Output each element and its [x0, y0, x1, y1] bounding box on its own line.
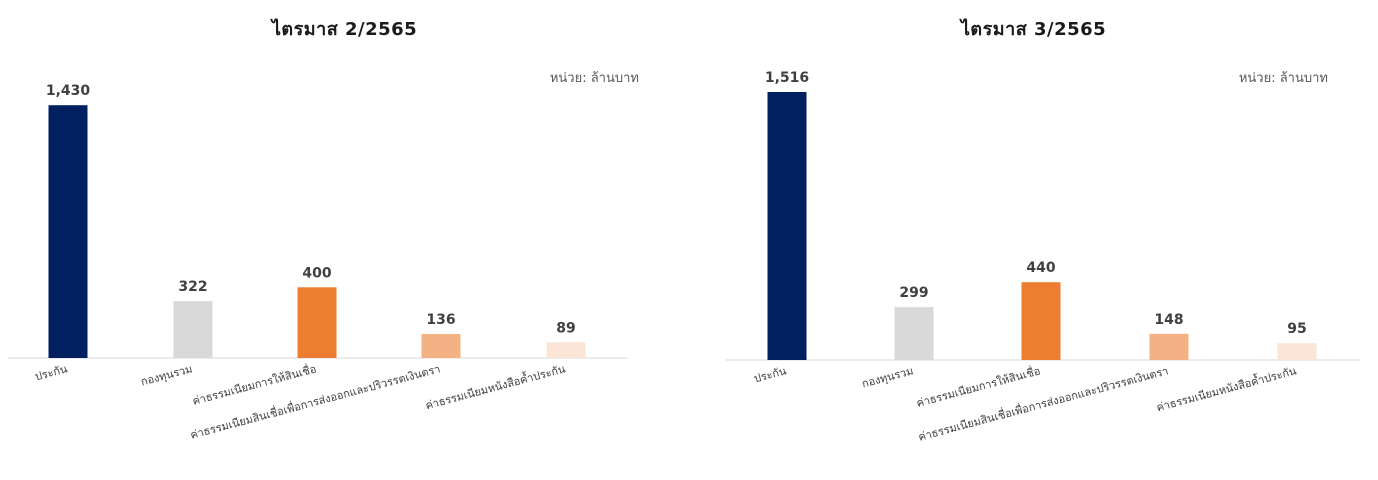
category-label: ประกัน — [753, 364, 789, 385]
category-label: ประกัน — [34, 362, 70, 383]
bar — [1021, 282, 1061, 360]
unit-label: หน่วย: ล้านบาท — [549, 71, 639, 86]
data-label: 400 — [302, 265, 331, 281]
data-label: 440 — [1026, 260, 1055, 276]
data-label: 1,516 — [765, 70, 809, 86]
category-label: กองทุนรวม — [139, 362, 193, 388]
data-label: 1,430 — [46, 83, 91, 99]
data-label: 136 — [426, 312, 455, 328]
bar-chart-q2: 1,430ประกัน322กองทุนรวม400ค่าธรรมเนียมกา… — [8, 83, 628, 442]
bar — [546, 342, 586, 358]
data-label: 322 — [178, 279, 207, 295]
bar — [894, 307, 934, 360]
bar — [1149, 333, 1189, 360]
data-label: 299 — [899, 285, 928, 301]
chart-panel-q3: ไตรมาส 3/2565 หน่วย: ล้านบาท 1,516 ประกัน… — [689, 0, 1378, 480]
chart-title: ไตรมาส 3/2565 — [960, 19, 1107, 40]
bar-chart-q3: 1,516ประกัน299กองทุนรวม440ค่าธรรมเนียมกา… — [726, 70, 1360, 444]
chart-panel-q2: ไตรมาส 2/2565 หน่วย: ล้านบาท 1,430 ประกัน… — [8, 19, 639, 442]
bar — [767, 92, 807, 360]
category-label: กองทุนรวม — [860, 364, 914, 390]
data-label: 89 — [556, 320, 575, 336]
category-label: ค่าธรรมเนียมหนังสือค้ำประกัน — [1155, 362, 1299, 414]
category-label: ค่าธรรมเนียมสินเชื่อเพื่อการส่งออกและปริ… — [916, 362, 1169, 443]
bar — [297, 287, 337, 358]
bar — [48, 105, 88, 359]
chart-title: ไตรมาส 2/2565 — [271, 19, 418, 40]
data-label: 95 — [1287, 321, 1306, 337]
unit-label: หน่วย: ล้านบาท — [1238, 71, 1328, 86]
data-label: 148 — [1154, 312, 1183, 328]
bar — [421, 333, 461, 358]
bar — [1277, 343, 1317, 360]
category-label: ค่าธรรมเนียมหนังสือค้ำประกัน — [424, 360, 568, 412]
bar — [173, 301, 213, 358]
